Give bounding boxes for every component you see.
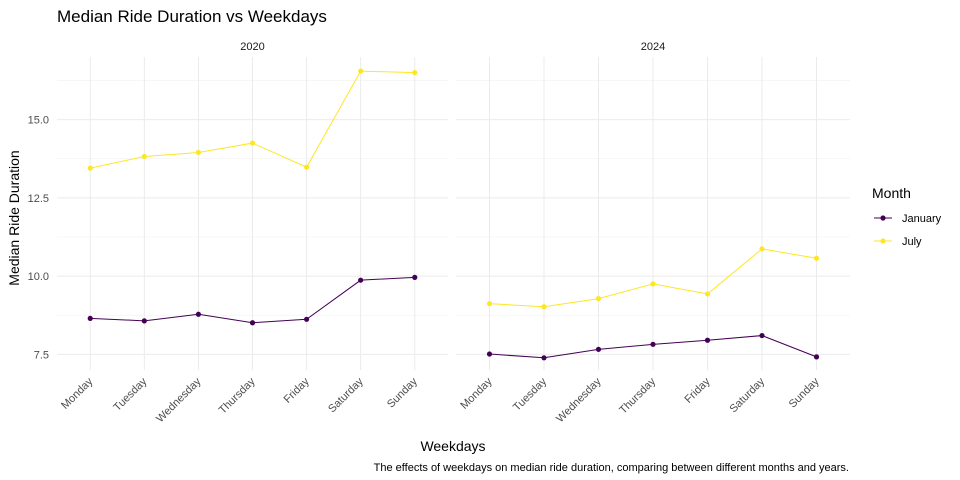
x-tick-label: Sunday	[787, 375, 822, 410]
y-tick-label: 10.0	[28, 271, 49, 283]
chart-title: Median Ride Duration vs Weekdays	[57, 7, 327, 26]
data-point	[759, 246, 765, 252]
data-point	[759, 332, 765, 339]
x-tick-label: Saturday	[326, 375, 366, 415]
x-tick-label: Tuesday	[511, 375, 549, 413]
facet-label: 2020	[240, 41, 264, 53]
x-tick-label: Wednesday	[154, 375, 204, 425]
x-tick-label: Friday	[683, 375, 713, 405]
data-point	[704, 337, 711, 343]
x-tick-label: Monday	[458, 375, 495, 412]
legend-key-point	[880, 215, 886, 221]
y-tick-label: 7.5	[34, 349, 49, 361]
data-point	[412, 274, 418, 280]
data-point	[195, 149, 202, 156]
facet-label: 2024	[641, 41, 665, 53]
x-tick-label: Monday	[59, 375, 96, 412]
data-point	[87, 165, 93, 171]
data-point	[704, 291, 711, 297]
legend-key-point	[880, 238, 886, 244]
data-point	[141, 318, 147, 324]
data-point	[595, 296, 602, 302]
data-point	[813, 255, 820, 261]
data-point	[195, 311, 202, 317]
legend: Month January July	[872, 185, 942, 248]
data-point	[412, 70, 418, 76]
data-point	[358, 68, 364, 74]
data-point	[141, 153, 147, 160]
x-tick-label: Wednesday	[554, 375, 604, 425]
y-tick-label: 12.5	[28, 193, 49, 205]
chart-caption: The effects of weekdays on median ride d…	[374, 462, 849, 474]
data-point	[595, 346, 602, 352]
x-axis-title: Weekdays	[420, 438, 485, 454]
data-point	[486, 301, 493, 307]
legend-title: Month	[872, 185, 911, 201]
data-point	[303, 164, 310, 170]
data-point	[813, 354, 820, 360]
legend-label: July	[902, 236, 922, 248]
data-point	[249, 140, 256, 146]
legend-label: January	[902, 213, 942, 225]
data-point	[650, 281, 656, 287]
data-point	[303, 316, 310, 322]
x-tick-label: Thursday	[217, 375, 258, 416]
data-point	[358, 277, 364, 283]
data-point	[650, 341, 656, 347]
y-tick-label: 15.0	[28, 115, 49, 127]
x-tick-label: Sunday	[385, 375, 420, 410]
x-tick-label: Saturday	[728, 375, 768, 415]
data-point	[249, 320, 256, 326]
data-point	[541, 355, 547, 361]
x-tick-label: Thursday	[617, 375, 658, 416]
y-axis-title: Median Ride Duration	[6, 150, 22, 285]
data-point	[541, 304, 547, 310]
x-tick-label: Tuesday	[111, 375, 149, 413]
x-tick-label: Friday	[282, 375, 312, 405]
data-point	[486, 351, 493, 357]
data-point	[87, 315, 93, 321]
